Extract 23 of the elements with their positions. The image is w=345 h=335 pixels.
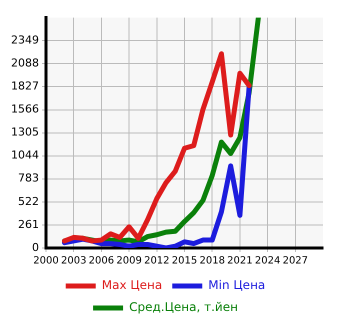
x-tick-label: 2006 — [88, 256, 114, 267]
y-tick-label: 261 — [18, 218, 39, 231]
y-tick-label: 2088 — [10, 56, 39, 70]
y-tick-label: 0 — [32, 240, 39, 254]
x-tick-label: 2012 — [144, 256, 170, 267]
x-tick-label: 2015 — [172, 256, 198, 267]
legend-label: Max Цена — [102, 278, 162, 292]
y-tick-label: 1044 — [10, 148, 39, 162]
x-tick-label: 2018 — [199, 256, 225, 267]
x-tick-label: 2024 — [254, 256, 280, 267]
x-tick-label: 2003 — [60, 256, 86, 267]
x-tick-label: 2009 — [116, 256, 142, 267]
y-tick-label: 2349 — [10, 34, 39, 46]
x-tick-label: 2027 — [282, 256, 308, 267]
y-tick-label: 1566 — [10, 102, 39, 116]
legend-label: Сред.Цена, т.йен — [129, 300, 238, 314]
x-tick-label: 2021 — [227, 256, 253, 267]
y-tick-label: 1827 — [10, 80, 39, 93]
x-tick-label: 2000 — [33, 256, 59, 267]
y-tick-label: 522 — [18, 194, 39, 208]
legend-label: Min Цена — [208, 278, 266, 292]
y-tick-label: 783 — [18, 172, 39, 185]
y-tick-label: 1305 — [10, 126, 39, 139]
